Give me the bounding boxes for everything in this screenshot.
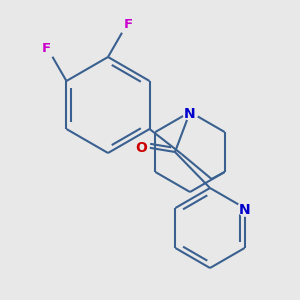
Text: O: O [135, 142, 147, 155]
Text: F: F [41, 42, 50, 55]
Text: F: F [124, 18, 133, 31]
Text: N: N [184, 106, 196, 121]
Text: N: N [239, 202, 250, 217]
